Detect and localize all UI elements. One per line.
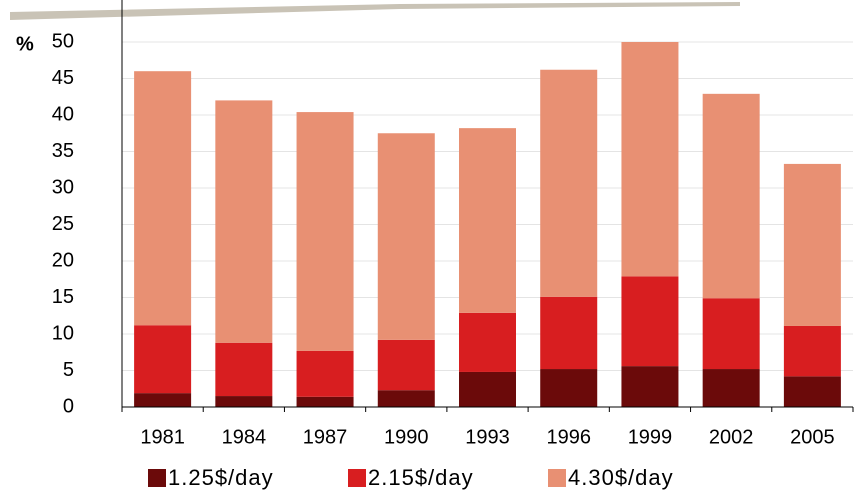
x-tick-label: 2002 [709, 426, 754, 448]
x-tick-label: 1981 [140, 426, 185, 448]
x-tick-label: 2005 [790, 426, 835, 448]
bar-segment [783, 163, 841, 326]
y-tick-label: 20 [52, 249, 74, 271]
x-tick-label: 1990 [384, 426, 429, 448]
y-tick-label: 35 [52, 140, 74, 162]
bar-segment [702, 93, 760, 299]
x-tick-label: 1984 [222, 426, 267, 448]
bar-segment [377, 339, 435, 391]
bar-segment [702, 298, 760, 370]
legend-swatch [148, 469, 166, 487]
bar-segment [296, 396, 354, 407]
y-tick-label: 10 [52, 322, 74, 344]
y-tick-label: 30 [52, 176, 74, 198]
y-tick-label: 45 [52, 67, 74, 89]
bar-segment [459, 128, 516, 313]
y-tick-label: 0 [63, 395, 74, 417]
x-tick-label: 1996 [546, 426, 591, 448]
legend-swatch [548, 469, 566, 487]
legend-label: 1.25$/day [168, 465, 274, 490]
y-tick-label: 5 [63, 359, 74, 381]
x-tick-label: 1993 [465, 426, 510, 448]
legend-label: 4.30$/day [568, 465, 674, 490]
x-tick-label: 1999 [628, 426, 673, 448]
bar-segment [134, 71, 192, 326]
bar-segment [540, 69, 598, 297]
bar-segment [540, 369, 598, 407]
bar-segment [215, 342, 273, 397]
decoration [10, 2, 740, 20]
y-tick-label: 15 [52, 286, 74, 308]
bar-segment [621, 42, 679, 277]
bar-segment [621, 366, 679, 407]
bar-segment [215, 396, 273, 407]
y-axis-label: % [16, 33, 34, 55]
bar-segment [702, 369, 760, 407]
bar-segment [377, 133, 435, 340]
bar-segment [215, 100, 273, 343]
bar-segment [783, 376, 841, 407]
y-tick-label: 50 [52, 30, 74, 52]
bar-segment [296, 350, 354, 397]
bar-segment [134, 325, 192, 394]
bar-segment [377, 390, 435, 407]
bar-segment [621, 276, 679, 367]
legend-label: 2.15$/day [368, 465, 474, 490]
bar-segment [783, 325, 841, 377]
x-tick-label: 1987 [303, 426, 348, 448]
y-tick-label: 25 [52, 213, 74, 235]
bar-segment [134, 393, 192, 407]
legend-swatch [348, 469, 366, 487]
bar-segment [459, 312, 516, 372]
y-tick-label: 40 [52, 103, 74, 125]
bar-segment [459, 371, 516, 407]
bar-segment [540, 296, 598, 370]
bar-segment [296, 112, 354, 351]
